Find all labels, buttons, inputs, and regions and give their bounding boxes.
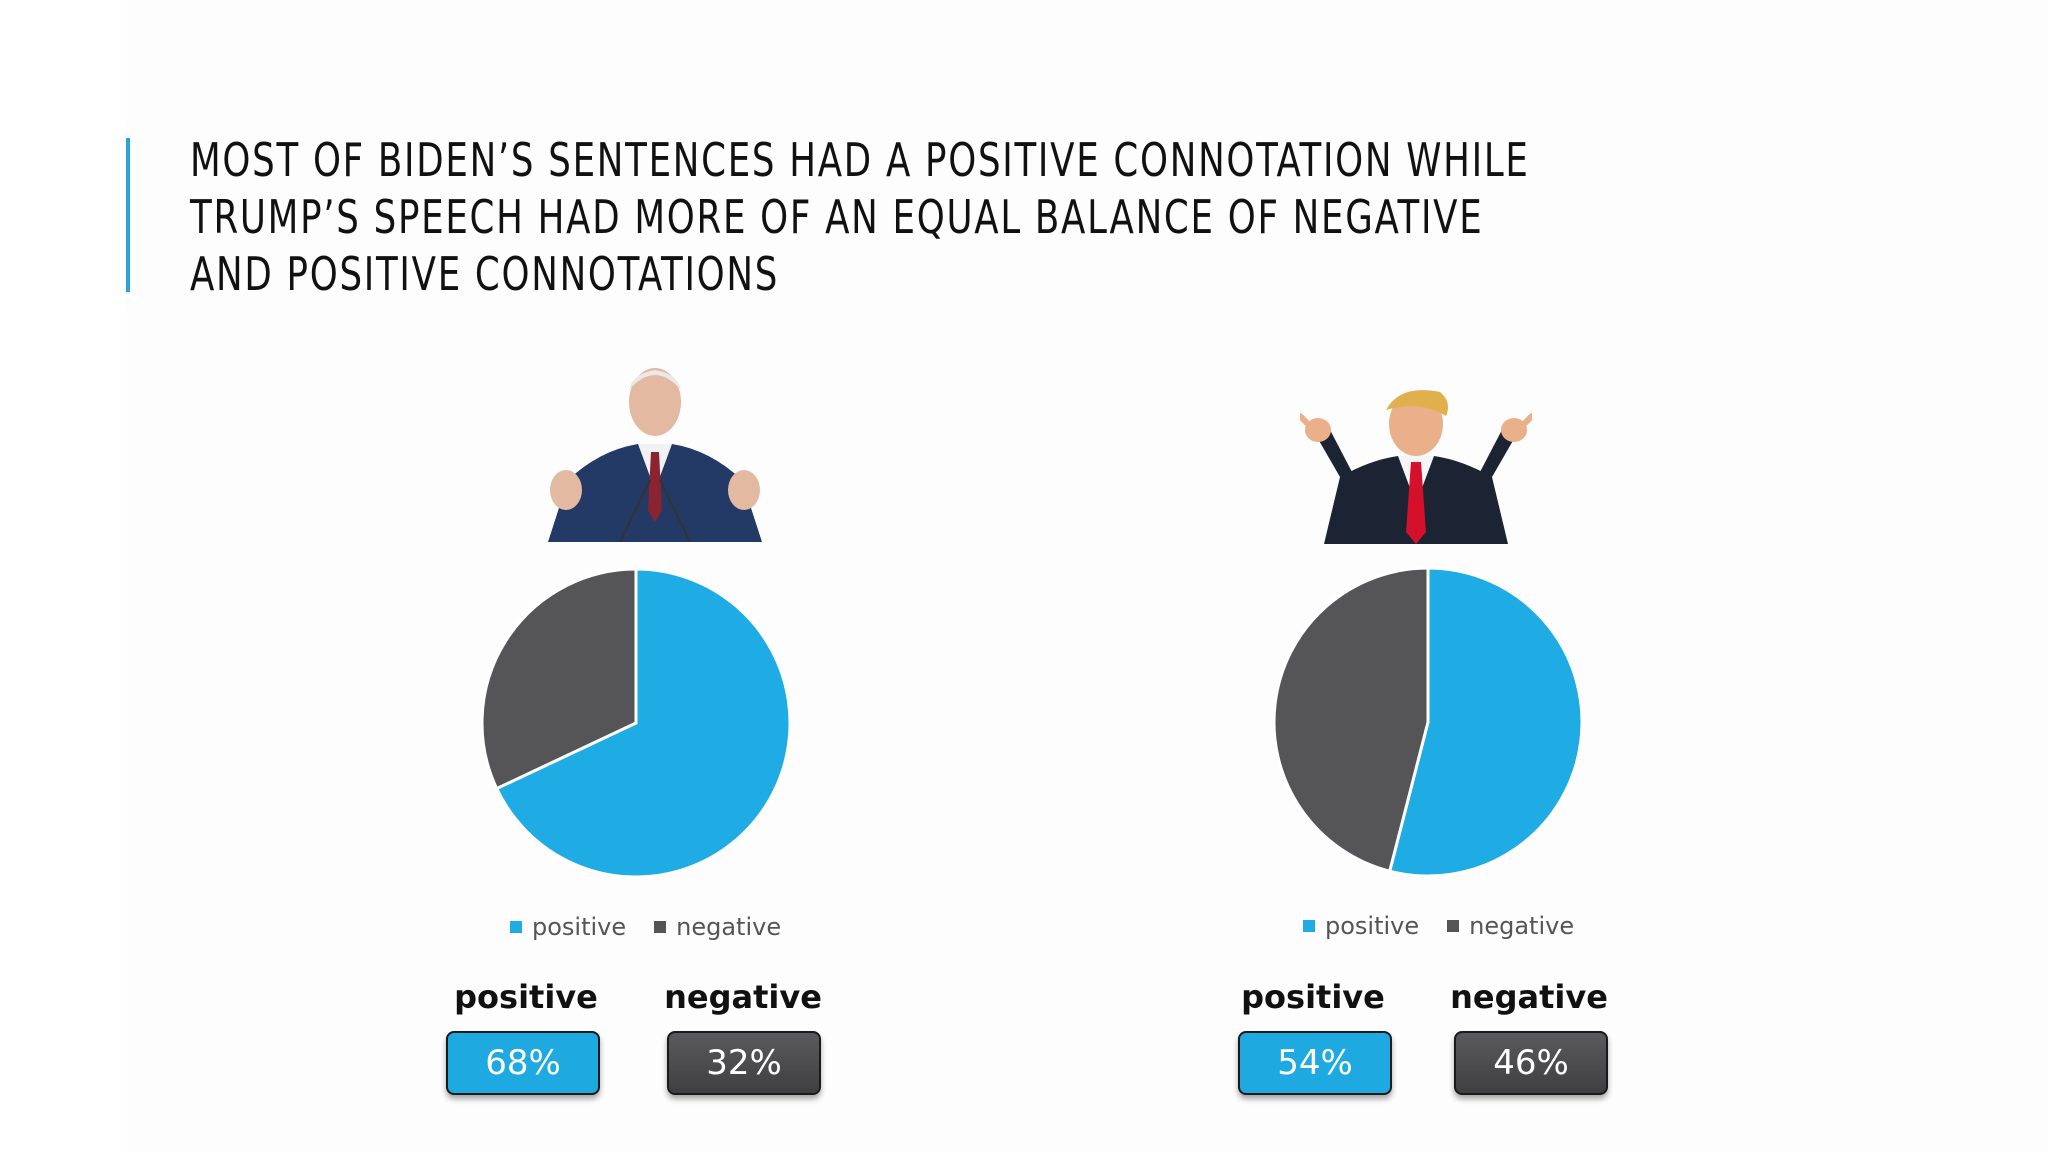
title-accent-bar — [126, 138, 130, 292]
legend-swatch-negative — [654, 921, 667, 933]
stat-box-positive-right: 54% — [1238, 1031, 1392, 1095]
pie-chart-left — [480, 567, 792, 879]
pie-slice-positive — [494, 567, 792, 879]
legend-item-negative: negative — [654, 913, 781, 941]
slide-background — [126, 0, 2048, 1152]
pie-slice-negative — [480, 567, 638, 791]
legend-label: negative — [676, 913, 782, 941]
legend-item-positive: positive — [1303, 912, 1419, 940]
legend-swatch-positive — [510, 921, 522, 933]
stat-label-negative-right: negative — [1450, 978, 1608, 1016]
legend-swatch-negative — [1447, 920, 1460, 932]
legend-item-positive: positive — [510, 913, 626, 941]
speaker-photo-right — [1300, 390, 1532, 544]
legend-label: negative — [1469, 912, 1575, 940]
legend-label: positive — [1325, 912, 1420, 940]
stat-box-negative-right: 46% — [1454, 1031, 1608, 1095]
slide-title: MOST OF BIDEN’S SENTENCES HAD A POSITIVE… — [190, 133, 1530, 301]
stat-label-positive-right: positive — [1241, 978, 1385, 1016]
legend-label: positive — [532, 913, 627, 941]
stat-box-positive-left: 68% — [446, 1031, 600, 1095]
pie-slice-positive — [1387, 566, 1584, 878]
stat-label-negative-left: negative — [664, 978, 822, 1016]
legend-swatch-positive — [1303, 920, 1315, 932]
speaker-photo-left — [548, 368, 762, 542]
legend-right: positive negative — [1303, 912, 1574, 940]
legend-item-negative: negative — [1447, 912, 1574, 940]
stat-label-positive-left: positive — [454, 978, 598, 1016]
legend-left: positive negative — [510, 913, 781, 941]
pie-slice-negative — [1272, 566, 1430, 873]
pie-chart-right — [1272, 566, 1584, 878]
stat-box-negative-left: 32% — [667, 1031, 821, 1095]
